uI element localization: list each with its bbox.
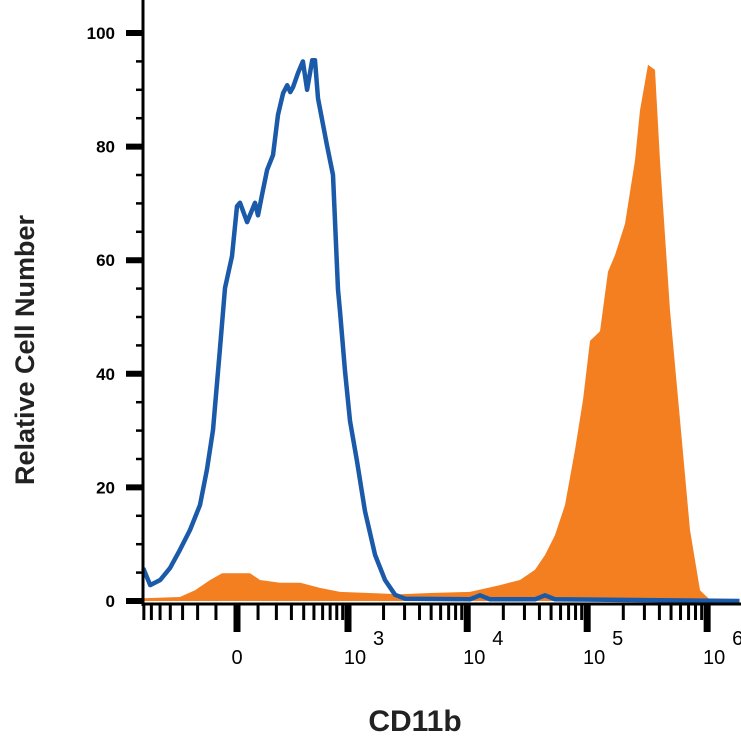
y-tick-label: 40 (96, 365, 115, 384)
x-tick-label: 10 3 (344, 628, 384, 669)
y-tick-label: 60 (96, 251, 115, 270)
x-tick-label: 10 6 (703, 628, 741, 669)
y-tick-label: 100 (87, 24, 115, 43)
y-tick-label: 20 (96, 478, 115, 497)
y-tick-label: 80 (96, 138, 115, 157)
axes-layer (126, 0, 741, 632)
x-tick-base: 10 (344, 647, 366, 669)
x-tick-exponent: 6 (732, 628, 741, 650)
y-axis-label: Relative Cell Number (10, 214, 40, 485)
y-tick-labels: 0 20 40 60 80 100 (87, 24, 115, 611)
x-tick-base: 10 (463, 647, 485, 669)
isotype-control-histogram-line (141, 58, 740, 604)
y-tick-label: 0 (106, 592, 115, 611)
x-tick-base: 0 (231, 647, 242, 669)
x-tick-base: 10 (583, 647, 605, 669)
x-tick-exponent: 3 (373, 628, 384, 650)
x-tick-base: 10 (703, 647, 725, 669)
series-layer (141, 58, 740, 604)
stained-histogram-area (143, 64, 740, 602)
x-tick-exponent: 4 (492, 628, 503, 650)
x-tick-label: 10 4 (463, 628, 503, 669)
x-tick-labels: 0 10 3 10 4 10 5 10 6 (231, 628, 741, 669)
x-axis-label: CD11b (368, 705, 461, 738)
x-tick-label: 0 (231, 647, 242, 669)
x-tick-label: 10 5 (583, 628, 623, 669)
x-tick-exponent: 5 (612, 628, 623, 650)
